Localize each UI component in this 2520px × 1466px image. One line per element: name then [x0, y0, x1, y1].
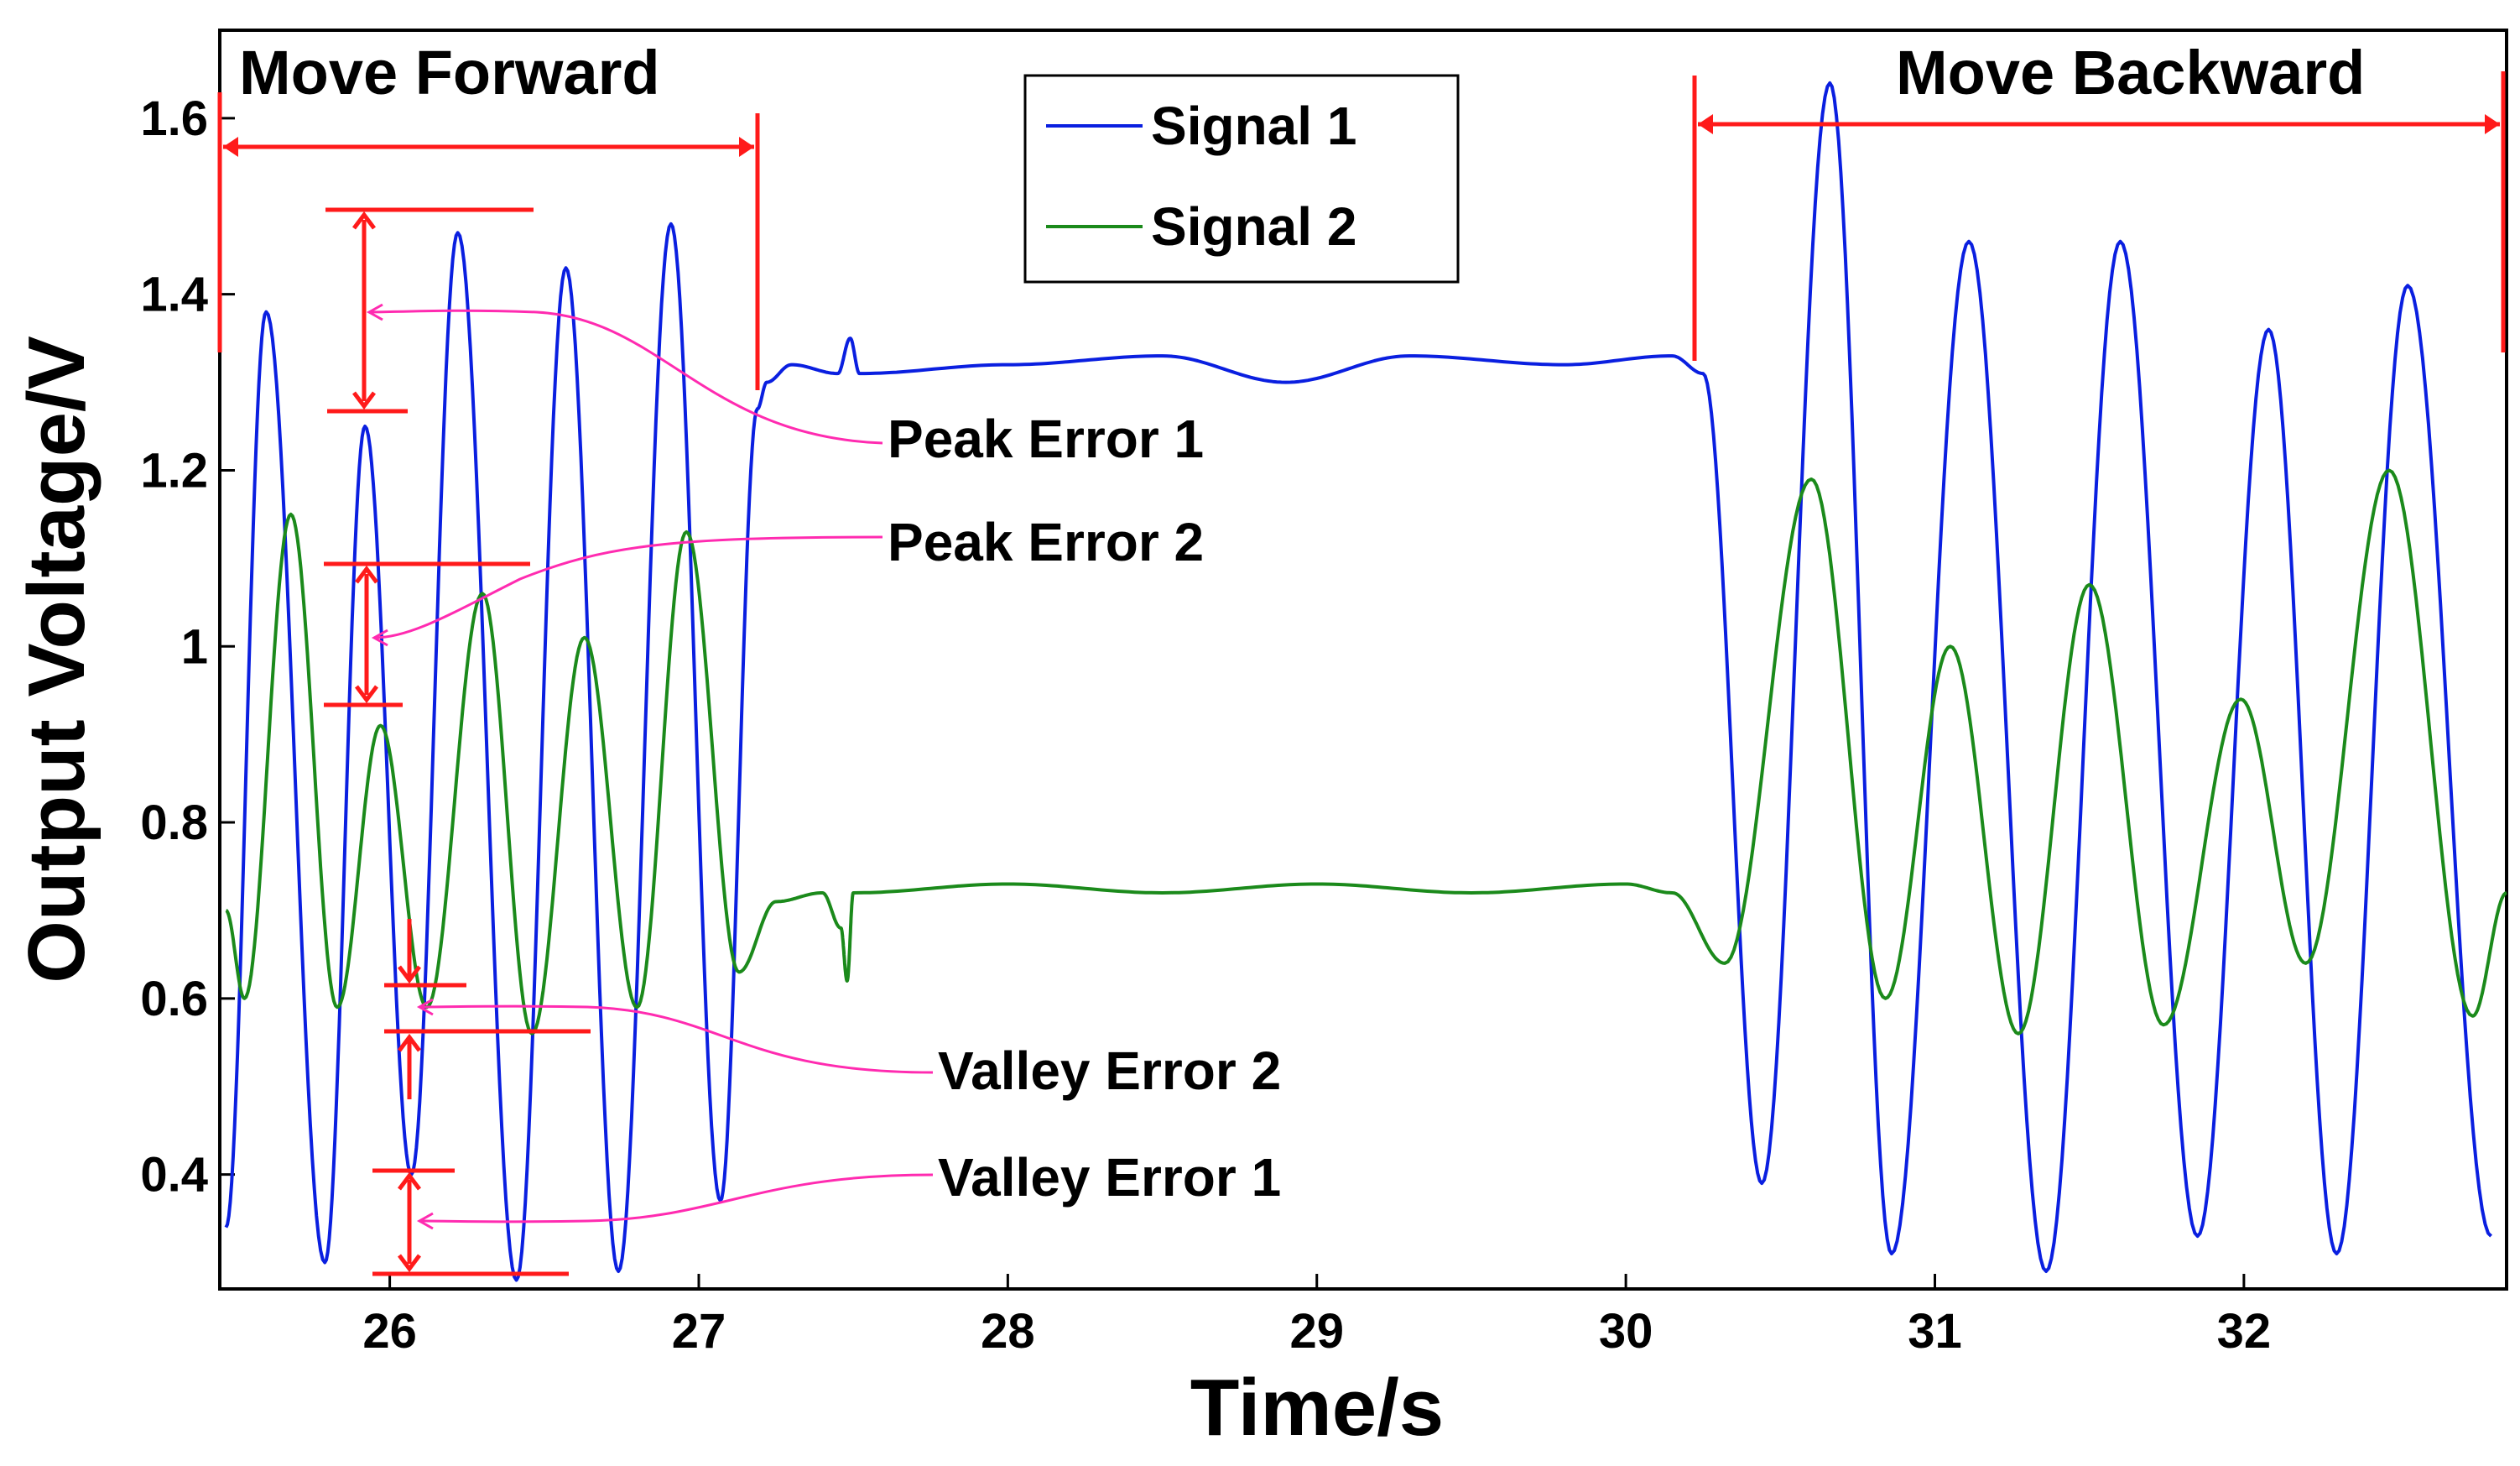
valley-error-1-head-down — [398, 1254, 421, 1273]
peak-error-1-pointer — [368, 309, 883, 445]
peak-error-1-head-down — [352, 391, 376, 410]
valley-error-2-pointer — [419, 1004, 934, 1074]
x-tick-label: 27 — [672, 1304, 726, 1359]
move-forward-arrow-right — [739, 137, 754, 157]
y-tick-label: 1.4 — [140, 268, 208, 322]
region-annotations: Move Forward Move Backward — [217, 38, 2506, 390]
x-tick-label: 30 — [1599, 1304, 1653, 1359]
y-tick-label: 1 — [181, 619, 208, 674]
legend-label-signal-1: Signal 1 — [1151, 96, 1356, 156]
valley-error-2-label: Valley Error 2 — [938, 1041, 1281, 1101]
peak-error-2-pointer-head — [371, 629, 388, 647]
x-axis: 26 27 28 29 30 31 32 — [362, 1274, 2271, 1359]
series-lines — [224, 81, 2507, 1282]
y-tick-label: 0.6 — [140, 972, 208, 1026]
plot-area-frame — [218, 29, 2508, 1291]
peak-error-2-pointer — [373, 535, 883, 639]
legend-label-signal-2: Signal 2 — [1151, 196, 1356, 257]
move-forward-label: Move Forward — [239, 38, 660, 107]
peak-error-1-head-up — [352, 211, 376, 230]
valley-error-1-label: Valley Error 1 — [938, 1147, 1281, 1208]
y-tick-label: 1.2 — [140, 443, 208, 498]
series-line-signal-2 — [225, 468, 2507, 1036]
legend: Signal 1 Signal 2 — [1023, 74, 1460, 284]
legend-box — [1023, 74, 1460, 284]
x-tick-label: 32 — [2217, 1304, 2272, 1359]
x-tick-label: 26 — [362, 1304, 417, 1359]
move-backward-arrow-right — [2485, 114, 2500, 134]
move-forward-arrow-left — [223, 137, 238, 157]
y-tick-label: 1.6 — [140, 91, 208, 146]
valley-error-2-pointer-head — [416, 998, 434, 1016]
peak-error-2-head-down — [355, 685, 378, 704]
series-line-signal-1 — [224, 81, 2493, 1282]
valley-error-1-head-up — [398, 1171, 421, 1191]
peak-error-1-label: Peak Error 1 — [888, 409, 1204, 469]
y-axis: 0.4 0.6 0.8 1 1.2 1.4 1.6 — [140, 91, 235, 1203]
valley-error-2-head-up — [398, 1033, 421, 1052]
x-tick-label: 31 — [1908, 1304, 1962, 1359]
y-axis-title: Output Voltage/V — [12, 336, 102, 983]
move-backward-label: Move Backward — [1896, 38, 2365, 107]
y-tick-label: 0.4 — [140, 1148, 208, 1203]
valley-error-2-head-down — [398, 965, 421, 984]
valley-error-1-pointer — [419, 1173, 934, 1223]
peak-error-2-head-up — [355, 565, 378, 584]
x-tick-label: 29 — [1289, 1304, 1344, 1359]
valley-error-1-pointer-head — [416, 1212, 434, 1230]
x-tick-label: 28 — [981, 1304, 1035, 1359]
move-backward-arrow-left — [1698, 114, 1713, 134]
error-annotations: Peak Error 1 Peak Error 2 Valley Error 2… — [324, 207, 1281, 1276]
peak-error-1-pointer-head — [366, 303, 383, 321]
x-axis-title: Time/s — [1190, 1363, 1444, 1453]
peak-error-2-label: Peak Error 2 — [888, 512, 1204, 572]
y-tick-label: 0.8 — [140, 796, 208, 850]
